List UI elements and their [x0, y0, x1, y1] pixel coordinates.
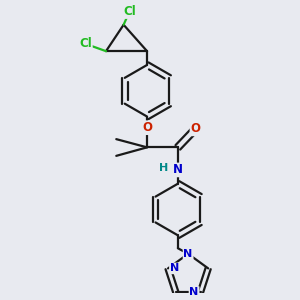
Text: H: H [159, 163, 168, 172]
Text: N: N [184, 249, 193, 259]
Text: N: N [170, 263, 179, 273]
Text: O: O [142, 121, 152, 134]
Text: N: N [190, 287, 199, 297]
Text: O: O [190, 122, 200, 135]
Text: Cl: Cl [79, 37, 92, 50]
Text: Cl: Cl [123, 5, 136, 18]
Text: N: N [173, 164, 183, 176]
